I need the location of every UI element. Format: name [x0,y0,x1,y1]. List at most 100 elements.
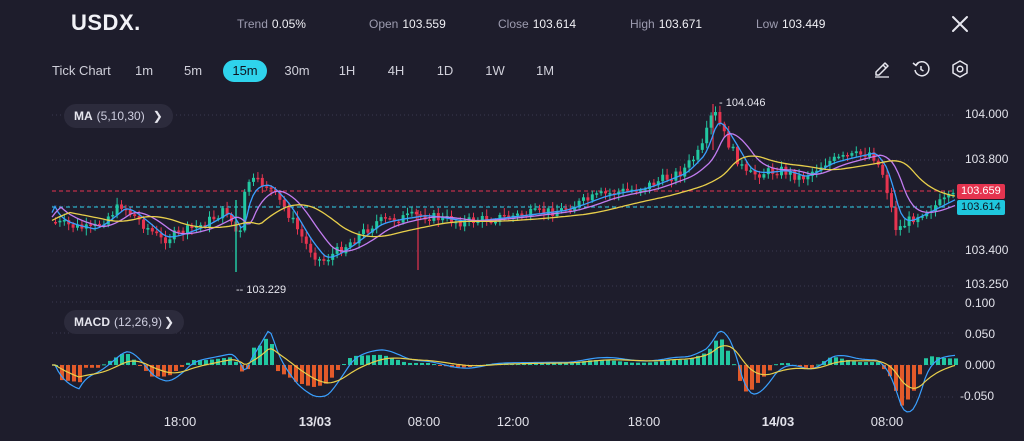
macd-histogram-bar [684,359,688,365]
candle-body [942,197,946,200]
macd-histogram-bar [240,365,244,372]
macd-histogram-bar [330,365,334,378]
macd-histogram-bar [558,363,562,365]
macd-histogram-bar [606,360,610,365]
macd-histogram-bar [804,365,808,369]
timeframe-1mo[interactable]: 1M [535,63,555,78]
macd-indicator-pill[interactable]: MACD (12,26,9) ❯ [64,310,185,334]
candle-body [775,173,779,176]
macd-histogram-bar [876,362,880,365]
candle-body [824,165,827,168]
macd-line [52,330,956,413]
macd-histogram-bar [174,365,178,372]
candle-body [208,216,211,227]
macd-histogram-bar [282,365,286,375]
timeframe-1w[interactable]: 1W [485,63,505,78]
timeframe-1h[interactable]: 1H [338,63,356,78]
candle-body [98,223,101,226]
macd-histogram-bar [624,362,628,365]
macd-histogram-bar [312,365,316,387]
candle-body [168,239,172,244]
timeframe-5m[interactable]: 5m [183,63,203,78]
macd-histogram-bar [114,357,118,365]
macd-histogram-bar [432,364,436,366]
macd-histogram-bar [102,364,106,366]
macd-histogram-bar [672,359,676,365]
macd-histogram-bar [384,355,388,365]
settings-icon[interactable] [950,59,970,79]
macd-histogram-bar [900,365,904,406]
candle-body [450,216,453,224]
candle-body [621,188,625,192]
macd-axis-label: 0.000 [965,358,996,372]
candle-body [665,174,669,180]
macd-histogram-bar [948,358,952,365]
macd-histogram-bar [600,360,604,365]
candle-body [683,167,687,177]
ma-name: MA [74,109,93,123]
tick-chart-label[interactable]: Tick Chart [52,63,111,78]
candle-body [749,170,753,172]
macd-histogram-bar [816,364,820,366]
macd-histogram-bar [402,361,406,365]
candle-body [740,164,744,166]
macd-histogram-bar [426,362,430,365]
close-icon[interactable] [948,12,972,36]
macd-histogram-bar [714,340,718,365]
candle-body [736,146,739,165]
time-axis-label: 12:00 [496,414,530,429]
macd-histogram-bar [144,365,148,371]
reset-icon[interactable] [911,59,931,79]
candle-body [516,213,519,216]
macd-histogram-bar [120,354,124,365]
timeframe-30m[interactable]: 30m [284,63,310,78]
macd-histogram-bar [954,358,958,365]
candle-body [841,154,845,157]
candle-body [626,188,629,191]
macd-histogram-bar [372,355,376,365]
candle-body [194,226,198,229]
candle-body [190,225,194,229]
macd-histogram-bar [420,362,424,365]
candle-body [586,197,590,201]
timeframe-15m[interactable]: 15m [223,60,267,82]
candle-body [951,192,955,195]
chevron-right-icon: ❯ [152,109,163,123]
candle-body [177,230,181,232]
ma-indicator-pill[interactable]: MA (5,10,30) ❯ [64,104,173,128]
candle-body [533,208,537,210]
timeframe-1d[interactable]: 1D [436,63,454,78]
time-axis-label: 08:00 [407,414,441,429]
draw-icon[interactable] [872,59,892,79]
candle-body [797,175,801,180]
candle-body [582,197,585,201]
macd-histogram-bar [918,365,922,375]
close-label: Close [498,17,529,31]
candle-body [379,217,383,222]
candle-body [441,216,445,221]
candle-body [881,164,885,175]
candle-body [947,193,951,198]
macd-histogram-bar [924,358,928,365]
macd-histogram-bar [906,365,910,400]
timeframe-4h[interactable]: 4H [387,63,405,78]
candle-body [652,182,656,186]
macd-histogram-bar [348,358,352,365]
macd-histogram-bar [138,365,142,366]
macd-histogram-bar [708,348,712,365]
candle-body [639,190,643,192]
candle-body [287,206,291,218]
macd-histogram-bar [396,359,400,365]
candle-body [700,143,704,150]
candle-body [485,215,489,222]
candle-body [696,149,700,160]
close-stat: Close 103.614 [498,17,576,31]
candle-body [753,170,757,175]
candle-body [419,214,423,216]
candle-body [247,181,251,192]
macd-histogram-bar [744,365,748,392]
timeframe-1m[interactable]: 1m [134,63,154,78]
open-label: Open [369,17,399,31]
low-value: 103.449 [782,17,826,31]
